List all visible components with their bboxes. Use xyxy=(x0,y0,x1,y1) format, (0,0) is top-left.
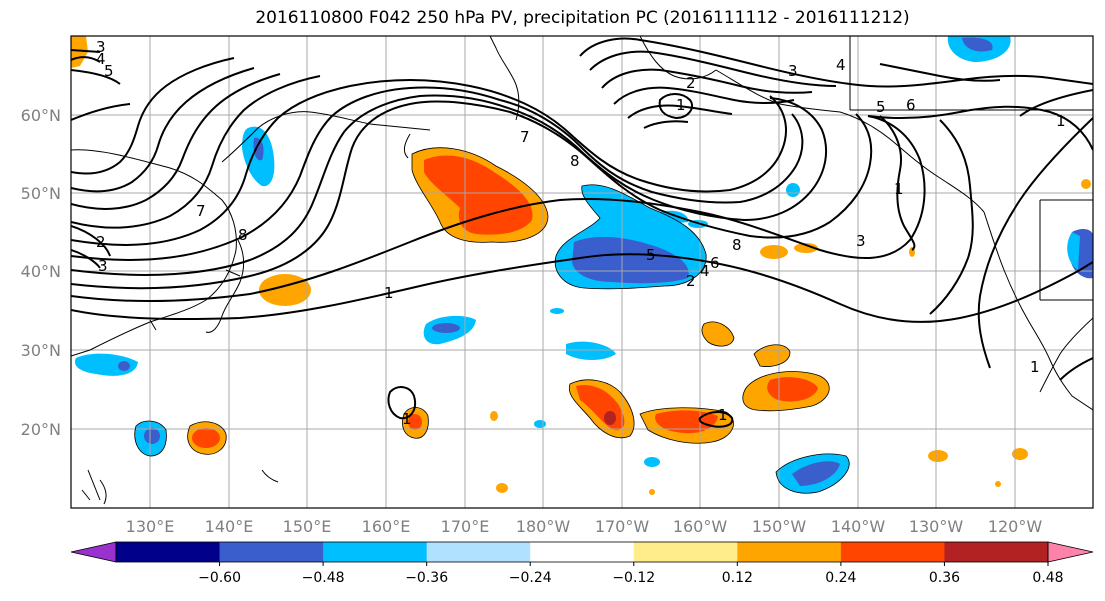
contour-label: 1 xyxy=(384,284,394,302)
contour-label: 6 xyxy=(906,96,916,114)
contour-label: 1 xyxy=(718,406,728,424)
colorbar-tick-label: 0.24 xyxy=(825,570,856,586)
longitude-ticks: 130°E 140°E 150°E 160°E 170°E 180°W 170°… xyxy=(126,517,1043,536)
shading-outlines xyxy=(134,147,850,494)
colorbar-tick-label: −0.60 xyxy=(198,570,241,586)
colorbar-segment xyxy=(530,542,635,562)
colorbar-frame xyxy=(115,541,1049,563)
colorbar-segment xyxy=(737,542,842,562)
contour-label: 3 xyxy=(96,38,106,56)
lon-tick: 180°W xyxy=(516,517,571,536)
lon-tick: 140°W xyxy=(831,517,886,536)
contour-label: 1 xyxy=(894,180,904,198)
contour-label: 8 xyxy=(238,226,248,244)
contour-label: 2 xyxy=(96,233,106,251)
lon-tick: 140°E xyxy=(205,517,254,536)
precip-shading xyxy=(71,36,1093,495)
latitude-ticks: 60°N 50°N 40°N 30°N 20°N xyxy=(21,106,61,439)
contour-label: 4 xyxy=(700,262,710,280)
colorbar-tick-label: 0.36 xyxy=(929,570,960,586)
colorbar-segment xyxy=(633,542,738,562)
contour-label: 8 xyxy=(570,152,580,170)
contour-labels: 3 4 5 2 3 7 8 1 7 8 3 4 5 6 1 1 2 2 4 6 … xyxy=(96,38,1066,428)
contour-label: 1 xyxy=(1030,358,1040,376)
lon-tick: 170°E xyxy=(441,517,490,536)
contour-label: 8 xyxy=(732,236,742,254)
contour-label: 3 xyxy=(98,257,108,275)
lat-tick: 50°N xyxy=(21,184,61,203)
colorbar-tick-label: 0.12 xyxy=(722,570,753,586)
lat-tick: 60°N xyxy=(21,106,61,125)
contour-label: 5 xyxy=(646,246,656,264)
contour-label: 5 xyxy=(876,98,886,116)
colorbar-tick-label: −0.12 xyxy=(612,570,655,586)
contour-label: 6 xyxy=(710,254,720,272)
colorbar-tick-label: −0.48 xyxy=(302,570,345,586)
lat-tick: 30°N xyxy=(21,341,61,360)
colorbar-segment xyxy=(840,542,945,562)
colorbar-tick-label: −0.24 xyxy=(509,570,552,586)
lat-tick: 20°N xyxy=(21,420,61,439)
colorbar-segment xyxy=(944,542,1049,562)
graticule xyxy=(71,36,1093,508)
lon-tick: 160°E xyxy=(362,517,411,536)
contour-label: 4 xyxy=(836,56,846,74)
colorbar-extend-max xyxy=(1047,541,1094,563)
pv-contours xyxy=(71,37,1093,428)
lon-tick: 130°W xyxy=(909,517,964,536)
contour-label: 5 xyxy=(104,62,114,80)
contour-label: 2 xyxy=(686,74,696,92)
contour-label: 2 xyxy=(686,272,696,290)
map-frame xyxy=(70,35,1094,509)
colorbar-tick-label: 0.48 xyxy=(1032,570,1063,586)
lon-tick: 150°E xyxy=(283,517,332,536)
lon-tick: 150°W xyxy=(752,517,807,536)
lon-tick: 130°E xyxy=(126,517,175,536)
coastlines xyxy=(71,36,1093,505)
lon-tick: 170°W xyxy=(595,517,650,536)
colorbar-extend-min xyxy=(70,541,117,563)
contour-label: 4 xyxy=(96,50,106,68)
colorbar-segment xyxy=(426,542,531,562)
lon-tick: 120°W xyxy=(988,517,1043,536)
contour-label: 1 xyxy=(1056,112,1066,130)
colorbar-segment xyxy=(219,542,324,562)
contour-label: 1 xyxy=(402,410,412,428)
contour-label: 3 xyxy=(788,62,798,80)
colorbar-segment xyxy=(323,542,428,562)
colorbar-tick-label: −0.36 xyxy=(405,570,448,586)
contour-label: 7 xyxy=(520,128,530,146)
map-title: 2016110800 F042 250 hPa PV, precipitatio… xyxy=(255,8,910,28)
lat-tick: 40°N xyxy=(21,262,61,281)
colorbar: −0.60 −0.48 −0.36 −0.24 −0.12 0.12 0.24 0.36 0.4… xyxy=(70,541,1094,586)
contour-label: 1 xyxy=(676,96,686,114)
colorbar-segment xyxy=(116,542,221,562)
contour-label: 7 xyxy=(196,202,206,220)
lon-tick: 160°W xyxy=(673,517,728,536)
contour-label: 3 xyxy=(856,232,866,250)
